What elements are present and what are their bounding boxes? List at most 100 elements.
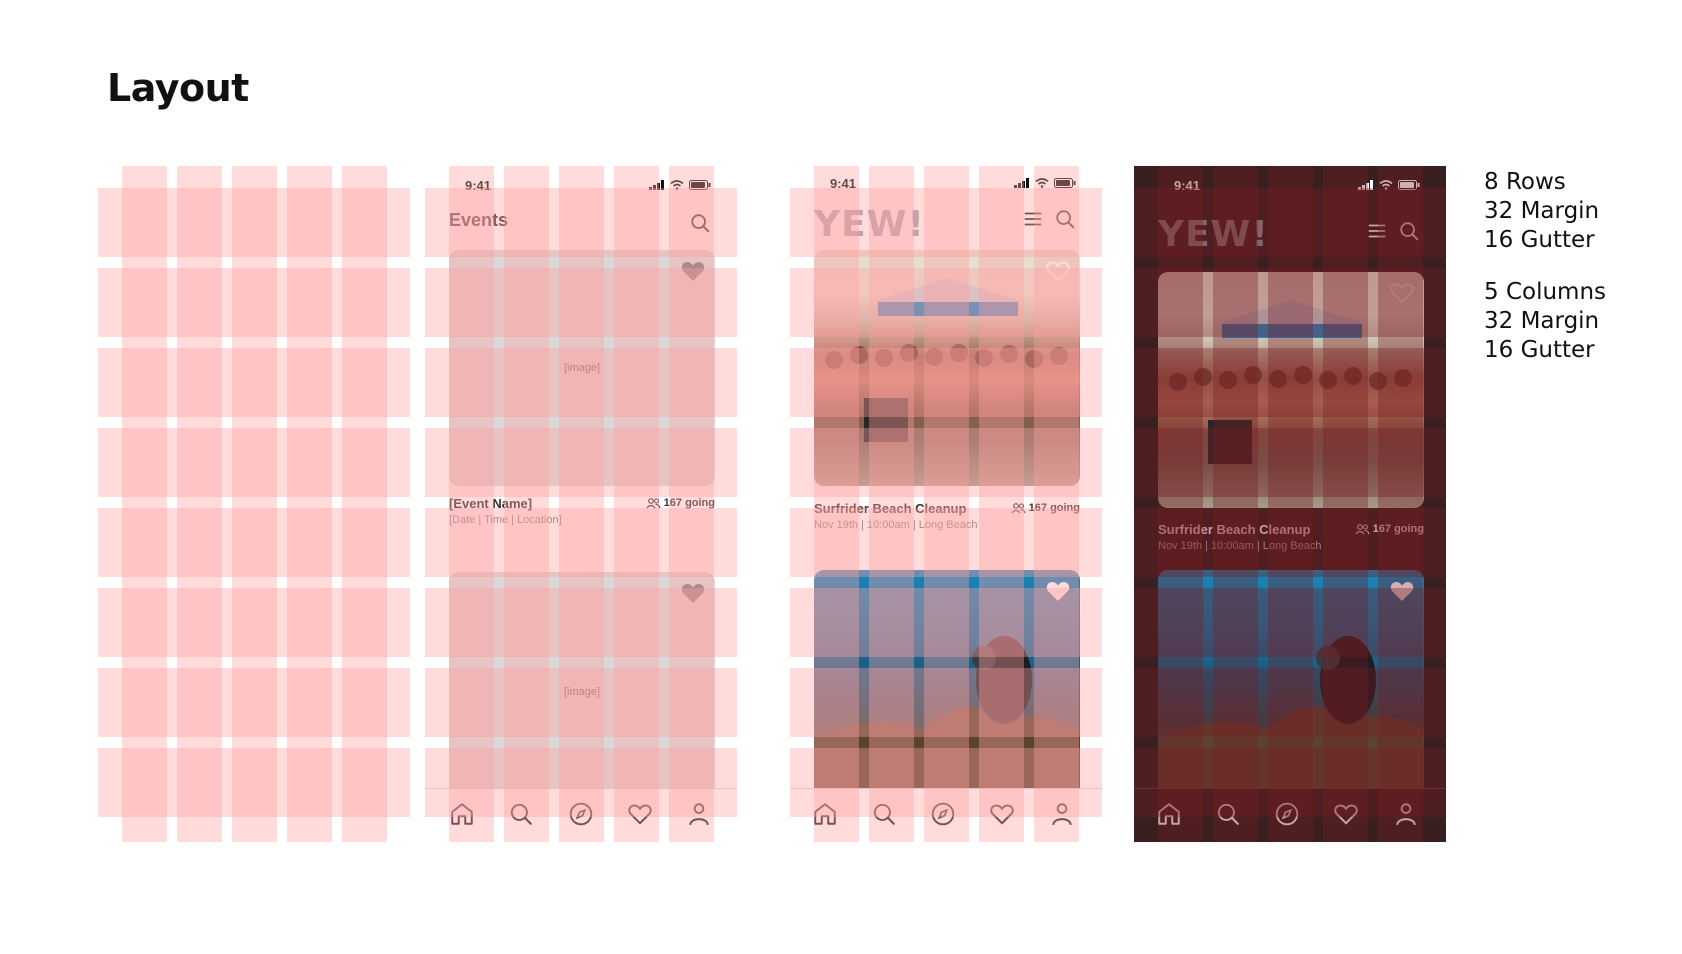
columns-margin: 32 Margin [1484, 308, 1600, 334]
wifi-icon [1379, 180, 1393, 190]
going-label: 167 going [663, 497, 715, 509]
grid-row-2 [98, 268, 410, 337]
tab-bar [425, 788, 737, 842]
image-placeholder-label: [image] [563, 686, 601, 698]
event-image-placeholder[interactable]: [image] [449, 250, 715, 486]
event-name[interactable]: Surfrider Beach Cleanup [1158, 522, 1311, 537]
event-details: [Date | Time | Location] [449, 514, 562, 526]
grid-spec-notes: 8 Rows 32 Margin 16 Gutter 5 Columns 32 … [1484, 168, 1606, 365]
reef-photo-detail [1158, 636, 1424, 788]
profile-icon[interactable] [1393, 801, 1419, 827]
event-meta: [Event Name] [Date | Time | Location] 16… [449, 496, 715, 526]
tab-bar [790, 788, 1102, 842]
rows-gutter: 16 Gutter [1484, 227, 1595, 253]
people-icon [1011, 502, 1026, 513]
battery-icon [689, 180, 711, 190]
grid-row-7 [98, 668, 410, 737]
going-label: 167 going [1028, 502, 1080, 514]
profile-icon[interactable] [686, 801, 712, 827]
event-name: [Event Name] [449, 496, 533, 511]
grid-row-6 [98, 588, 410, 657]
status-time: 9:41 [465, 178, 492, 193]
event-image-placeholder[interactable]: [image] [449, 572, 715, 788]
event-details: Nov 19th | 10:00am | Long Beach [814, 519, 978, 531]
canopy-photo-detail [825, 278, 1068, 442]
light-mockup-frame: 9:41 YEW! Surfrider Beach Cleanup Nov 19… [790, 166, 1102, 842]
event-name[interactable]: Surfrider Beach Cleanup [814, 501, 967, 516]
search-icon[interactable] [1215, 801, 1241, 827]
people-icon [1355, 523, 1370, 534]
grid-row-8 [98, 748, 410, 817]
compass-icon[interactable] [1274, 801, 1300, 827]
home-icon[interactable] [1156, 801, 1182, 827]
status-bar: 9:41 [1134, 178, 1446, 196]
home-icon[interactable] [449, 801, 475, 827]
going-count: 167 going [1011, 502, 1080, 514]
grid-only-frame [98, 166, 410, 842]
signal-icon [1358, 180, 1373, 190]
canopy-photo-detail [1169, 300, 1412, 464]
event-meta: Surfrider Beach Cleanup Nov 19th | 10:00… [1158, 522, 1424, 552]
heart-outline-icon[interactable] [1046, 260, 1070, 282]
going-count: 167 going [646, 497, 715, 509]
grid-column-4 [287, 166, 332, 842]
grid-row-5 [98, 508, 410, 577]
event-photo-beach-cleanup[interactable] [814, 250, 1080, 486]
grid-column-1 [122, 166, 167, 842]
status-time: 9:41 [1174, 178, 1201, 193]
wifi-icon [1035, 178, 1049, 188]
heart-icon[interactable] [681, 582, 705, 604]
menu-icon[interactable] [1366, 220, 1388, 242]
heart-outline-icon[interactable] [1390, 282, 1414, 304]
wireframe-frame: 9:41 Events [image] [Event Name] [Date |… [425, 166, 737, 842]
rows-count: 8 Rows [1484, 169, 1566, 195]
going-label: 167 going [1372, 523, 1424, 535]
battery-icon [1398, 180, 1420, 190]
search-icon[interactable] [508, 801, 534, 827]
heart-icon[interactable] [627, 801, 653, 827]
tab-bar [1134, 788, 1446, 842]
heart-icon[interactable] [1333, 801, 1359, 827]
heart-icon[interactable] [1046, 580, 1070, 602]
wifi-icon [670, 180, 684, 190]
reef-photo-detail [814, 636, 1080, 788]
heart-icon[interactable] [989, 801, 1015, 827]
compass-icon[interactable] [930, 801, 956, 827]
search-icon[interactable] [1054, 208, 1076, 230]
heart-icon[interactable] [681, 260, 705, 282]
event-photo-diver[interactable] [814, 570, 1080, 788]
home-icon[interactable] [812, 801, 838, 827]
event-details: Nov 19th | 10:00am | Long Beach [1158, 540, 1322, 552]
grid-column-3 [232, 166, 277, 842]
search-icon[interactable] [1398, 220, 1420, 242]
heart-icon[interactable] [1390, 580, 1414, 602]
grid-column-2 [177, 166, 222, 842]
layout-grid-overlay [98, 166, 410, 842]
search-icon[interactable] [689, 212, 711, 234]
grid-row-4 [98, 428, 410, 497]
columns-gutter: 16 Gutter [1484, 337, 1595, 363]
signal-icon [649, 180, 664, 190]
search-icon[interactable] [871, 801, 897, 827]
event-photo-beach-cleanup[interactable] [1158, 272, 1424, 508]
status-bar: 9:41 [790, 176, 1102, 194]
event-photo-diver[interactable] [1158, 570, 1424, 788]
status-time: 9:41 [830, 176, 857, 191]
going-count: 167 going [1355, 523, 1424, 535]
signal-icon [1014, 178, 1029, 188]
grid-column-5 [342, 166, 387, 842]
image-placeholder-label: [image] [563, 362, 601, 374]
header-title: Events [449, 210, 509, 230]
people-icon [646, 497, 661, 508]
compass-icon[interactable] [568, 801, 594, 827]
app-logo: YEW! [1158, 214, 1269, 255]
battery-icon [1054, 178, 1076, 188]
grid-row-3 [98, 348, 410, 417]
menu-icon[interactable] [1022, 208, 1044, 230]
profile-icon[interactable] [1049, 801, 1075, 827]
columns-count: 5 Columns [1484, 279, 1607, 305]
event-meta: Surfrider Beach Cleanup Nov 19th | 10:00… [814, 501, 1080, 531]
rows-margin: 32 Margin [1484, 198, 1600, 224]
dark-mockup-frame: 9:41 YEW! Surfrider Beach Cleanup Nov 19… [1134, 166, 1446, 842]
page-title: Layout [107, 66, 249, 110]
